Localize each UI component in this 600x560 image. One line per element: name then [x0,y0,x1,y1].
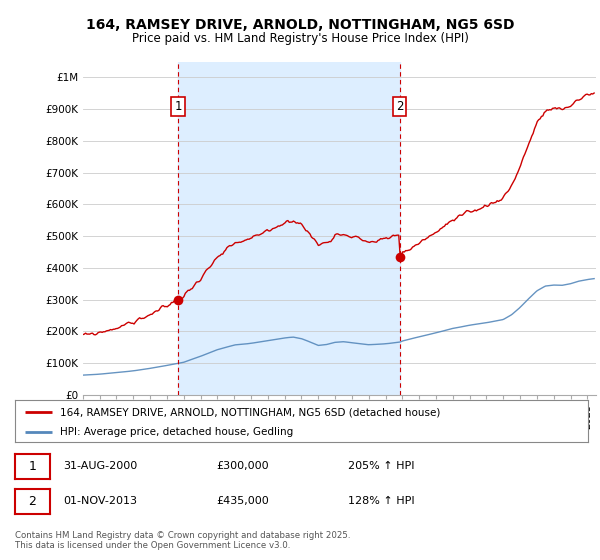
Text: 164, RAMSEY DRIVE, ARNOLD, NOTTINGHAM, NG5 6SD: 164, RAMSEY DRIVE, ARNOLD, NOTTINGHAM, N… [86,18,514,32]
Text: 01-NOV-2013: 01-NOV-2013 [63,496,137,506]
Text: HPI: Average price, detached house, Gedling: HPI: Average price, detached house, Gedl… [59,427,293,437]
Text: Price paid vs. HM Land Registry's House Price Index (HPI): Price paid vs. HM Land Registry's House … [131,32,469,45]
Text: 1: 1 [175,100,182,113]
Text: 2: 2 [28,494,37,508]
Text: 2: 2 [396,100,403,113]
Text: 164, RAMSEY DRIVE, ARNOLD, NOTTINGHAM, NG5 6SD (detached house): 164, RAMSEY DRIVE, ARNOLD, NOTTINGHAM, N… [59,407,440,417]
Text: 1: 1 [28,460,37,473]
Text: £300,000: £300,000 [216,461,269,472]
Text: 205% ↑ HPI: 205% ↑ HPI [348,461,415,472]
Text: 128% ↑ HPI: 128% ↑ HPI [348,496,415,506]
Bar [178,62,400,395]
Text: £435,000: £435,000 [216,496,269,506]
Text: Contains HM Land Registry data © Crown copyright and database right 2025.
This d: Contains HM Land Registry data © Crown c… [15,531,350,550]
Text: 31-AUG-2000: 31-AUG-2000 [63,461,137,472]
